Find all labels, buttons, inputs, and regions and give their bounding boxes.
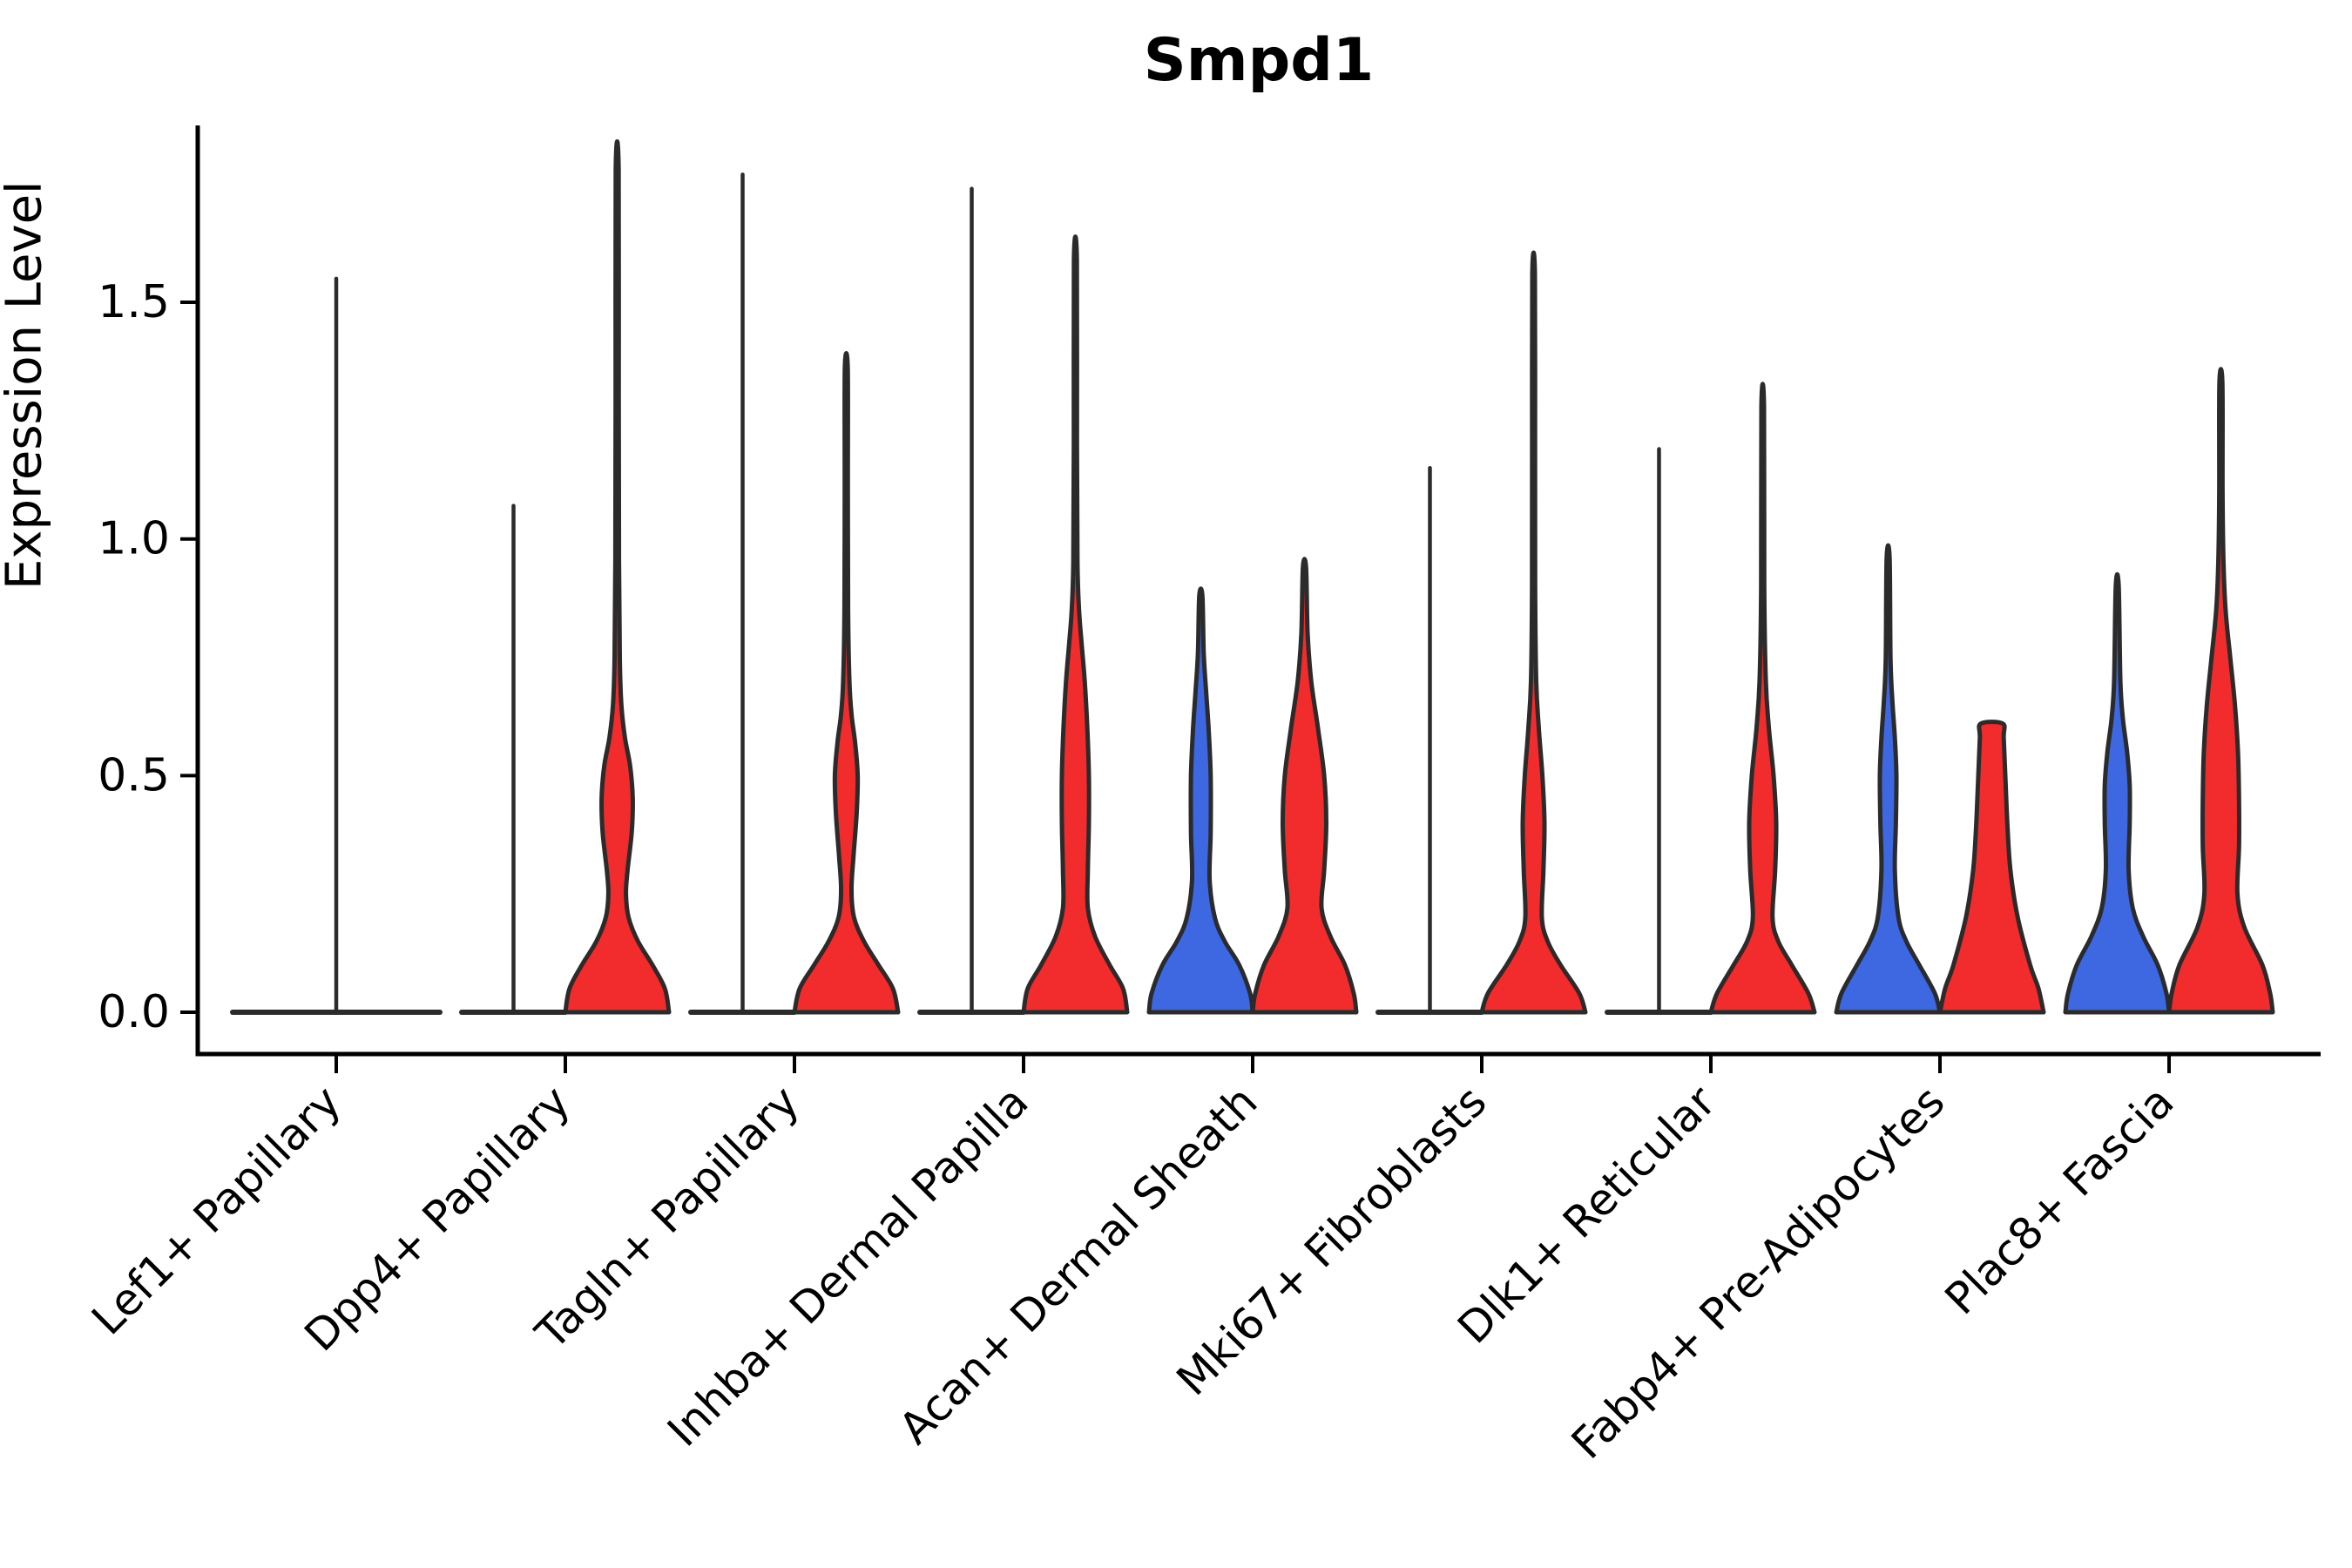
axes-spine (195, 125, 2321, 1057)
y-tick-label: 1.0 (98, 513, 170, 565)
violin-plac8-fascia-right (2166, 367, 2275, 1015)
x-tick-label-lef1-papillary: Lef1+ Papillary (82, 1076, 350, 1344)
y-tick-label: 0.5 (98, 749, 170, 801)
violin-fabp4-pre-adipocytes-right (1937, 720, 2046, 1015)
violin-inhba-dermal-papilla-right (1021, 234, 1130, 1015)
x-tick-label-plac8-fascia: Plac8+ Fascia (1936, 1076, 2184, 1324)
y-axis-label: Expression Level (0, 180, 53, 590)
violin-tagln-papillary-right (792, 350, 901, 1015)
violin-dpp4-papillary-right (563, 139, 672, 1015)
violin-acan-dermal-sheath-left (1146, 586, 1255, 1015)
violin-acan-dermal-sheath-right (1250, 557, 1359, 1015)
x-tick-label-fabp4-pre-adipocytes: Fabp4+ Pre-Adipocytes (1562, 1076, 1955, 1469)
violin-fabp4-pre-adipocytes-left (1834, 543, 1943, 1015)
violin-dlk1-reticular-right (1708, 382, 1817, 1015)
violin-mki67-fibroblasts-right (1479, 250, 1588, 1015)
y-tick-label: 1.5 (98, 276, 170, 328)
violin-plac8-fascia-left (2063, 571, 2172, 1015)
y-tick-label: 0.0 (98, 986, 170, 1038)
chart-title: Smpd1 (1143, 26, 1375, 95)
